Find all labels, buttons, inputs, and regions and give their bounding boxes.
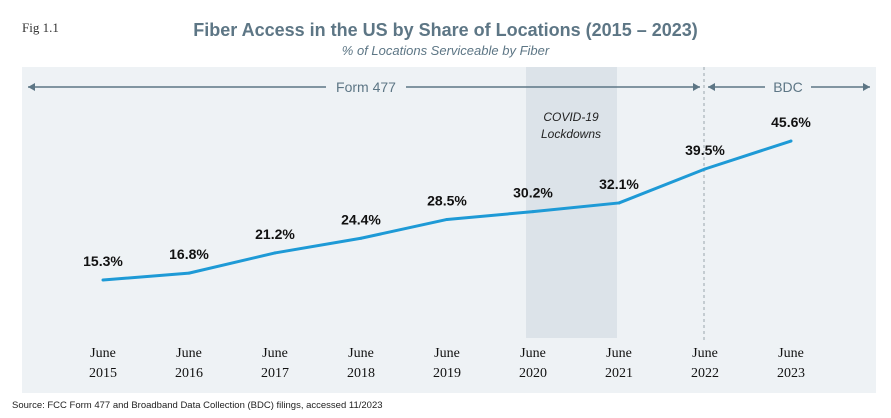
bdc-label: BDC: [773, 79, 803, 95]
x-tick-label: June: [692, 346, 718, 361]
form-477-arrowhead-left: [28, 83, 35, 91]
source-note: Source: FCC Form 477 and Broadband Data …: [12, 400, 383, 411]
figure-label: Fig 1.1: [22, 20, 59, 35]
x-tick-label: 2023: [777, 366, 805, 381]
x-tick-label: June: [348, 346, 374, 361]
data-label: 32.1%: [599, 176, 639, 192]
form-477-arrowhead-right: [693, 83, 700, 91]
data-label: 30.2%: [513, 185, 553, 201]
covid-label: Lockdowns: [541, 127, 601, 141]
x-tick-label: June: [176, 346, 202, 361]
chart-subtitle: % of Locations Serviceable by Fiber: [341, 43, 550, 58]
x-tick-label: 2019: [433, 366, 461, 381]
bdc-arrowhead-right: [863, 83, 870, 91]
data-point: [703, 167, 707, 171]
x-tick-label: June: [606, 346, 632, 361]
x-tick-label: 2015: [89, 366, 117, 381]
data-label: 24.4%: [341, 211, 381, 227]
bdc-arrowhead-left: [708, 83, 715, 91]
line-chart: COVID-19 Lockdowns Form 477 BDC 15.3% June 201…: [22, 67, 876, 393]
chart-title: Fiber Access in the US by Share of Locat…: [193, 20, 698, 40]
data-point: [789, 139, 793, 143]
plot-background: [22, 67, 876, 393]
data-label: 16.8%: [169, 246, 209, 262]
x-tick-label: June: [434, 346, 460, 361]
form-477-label: Form 477: [336, 79, 396, 95]
data-label: 28.5%: [427, 192, 467, 208]
x-tick-label: 2018: [347, 366, 375, 381]
data-label: 15.3%: [83, 253, 123, 269]
x-tick-label: 2017: [261, 366, 289, 381]
data-point: [273, 251, 277, 255]
data-point: [617, 201, 621, 205]
data-point: [187, 271, 191, 275]
x-tick-label: June: [90, 346, 116, 361]
covid-shaded-region: [526, 67, 617, 338]
data-label: 45.6%: [771, 114, 811, 130]
x-tick-label: 2020: [519, 366, 547, 381]
x-tick-label: June: [778, 346, 804, 361]
data-label: 21.2%: [255, 226, 295, 242]
data-label: 39.5%: [685, 142, 725, 158]
data-point: [101, 278, 105, 282]
data-point: [445, 217, 449, 221]
data-point: [359, 236, 363, 240]
x-tick-label: 2022: [691, 366, 719, 381]
data-point: [531, 210, 535, 214]
x-tick-label: June: [520, 346, 546, 361]
x-tick-label: June: [262, 346, 288, 361]
x-tick-label: 2016: [175, 366, 203, 381]
x-tick-label: 2021: [605, 366, 633, 381]
covid-label: COVID-19: [543, 110, 599, 124]
